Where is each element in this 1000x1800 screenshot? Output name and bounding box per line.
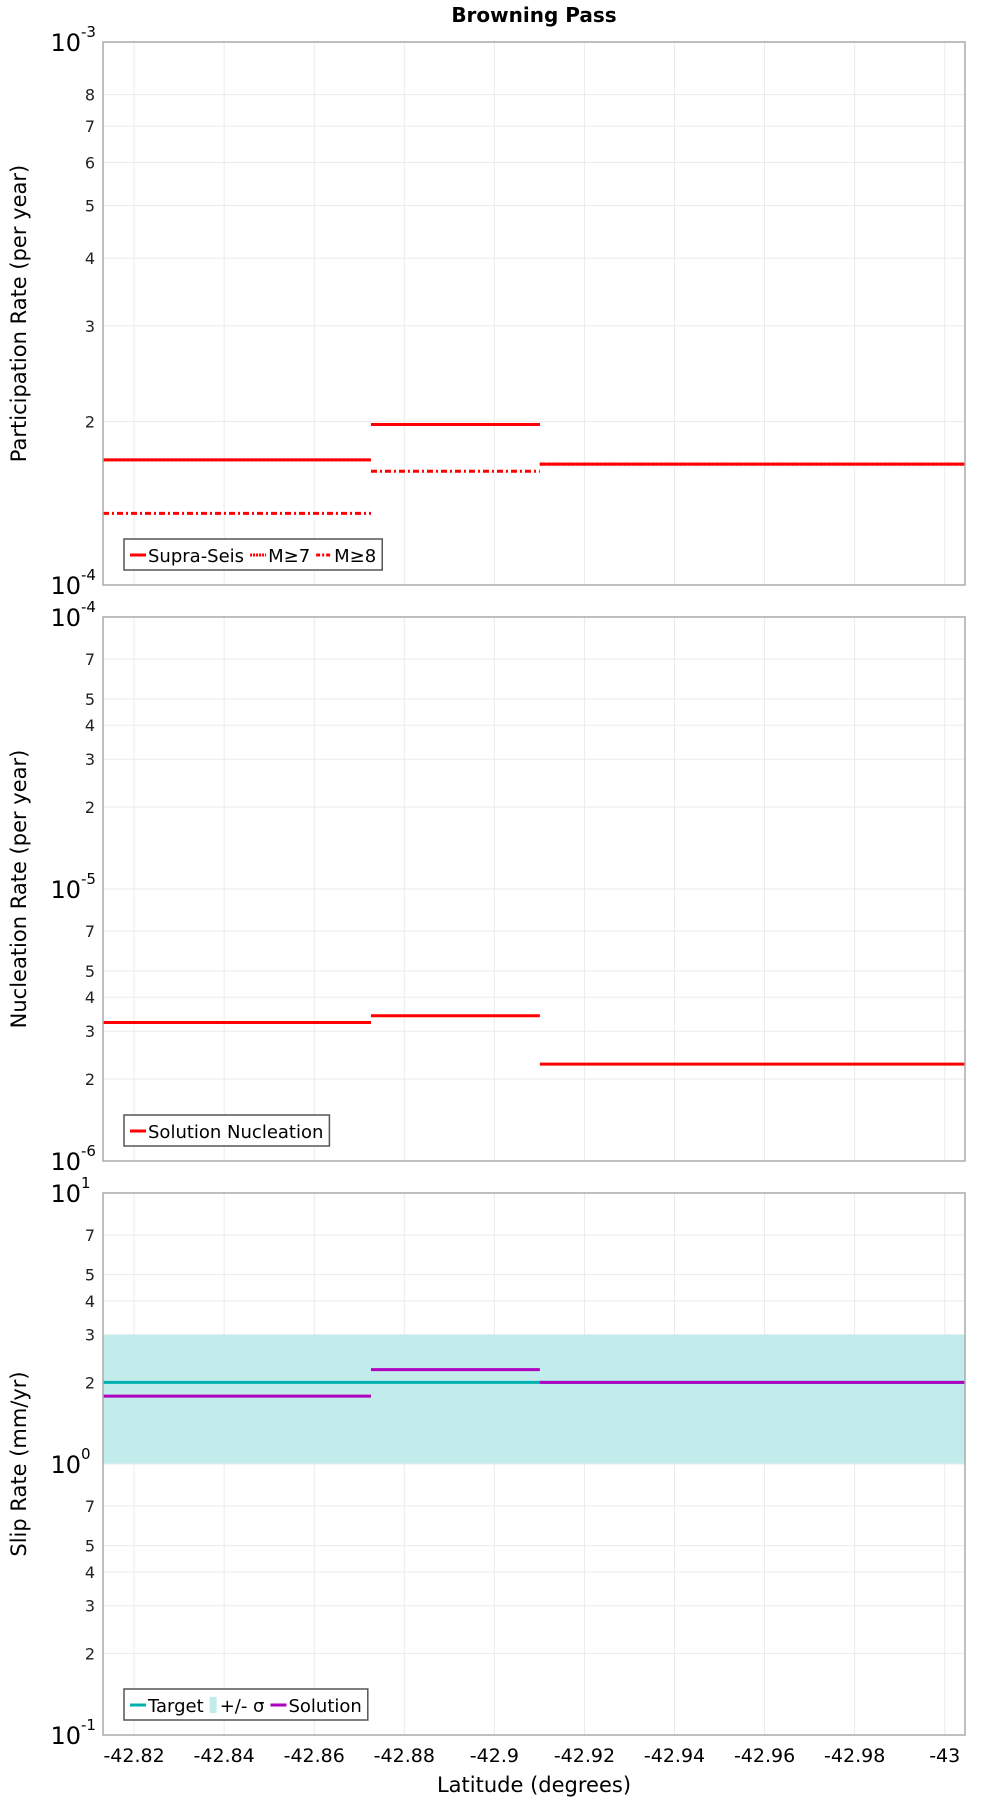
y-tick-label: 5 bbox=[85, 196, 95, 215]
x-axis-label: Latitude (degrees) bbox=[437, 1773, 631, 1797]
y-tick-label: 3 bbox=[85, 1022, 95, 1041]
y-tick-label: 5 bbox=[85, 1266, 95, 1285]
plot-border bbox=[102, 41, 966, 586]
legend-label: Solution bbox=[288, 1696, 361, 1717]
y-axis-label: Participation Rate (per year) bbox=[7, 165, 31, 462]
y-tick-label: 7 bbox=[85, 117, 95, 136]
legend-label: +/- σ bbox=[220, 1696, 265, 1717]
y-major-tick-base: 10 bbox=[50, 1451, 81, 1479]
legend: Supra-Seis M≥7 M≥8 bbox=[123, 538, 383, 571]
y-tick-label: 4 bbox=[85, 1292, 95, 1311]
y-tick-label: 7 bbox=[85, 922, 95, 941]
y-tick-label: 2 bbox=[85, 798, 95, 817]
legend-label: M≥8 bbox=[334, 546, 376, 567]
x-tick-label: -43 bbox=[929, 1745, 960, 1767]
legend-label: Target bbox=[147, 1696, 204, 1717]
y-axis-label: Slip Rate (mm/yr) bbox=[7, 1371, 31, 1556]
y-tick-label: 7 bbox=[85, 1226, 95, 1245]
y-tick-label: 4 bbox=[85, 716, 95, 735]
y-tick-label: 6 bbox=[85, 153, 95, 172]
y-major-tick-base: 10 bbox=[50, 604, 81, 632]
y-major-tick-base: 10 bbox=[50, 876, 81, 904]
x-tick-label: -42.86 bbox=[284, 1745, 345, 1767]
plot-border bbox=[102, 1192, 966, 1736]
y-tick-label: 4 bbox=[85, 1563, 95, 1582]
legend: Target +/- σ Solution bbox=[123, 1688, 369, 1721]
y-major-tick-exponent: 0 bbox=[81, 1445, 91, 1463]
plot-area bbox=[103, 42, 965, 585]
y-tick-label: 7 bbox=[85, 650, 95, 669]
y-major-tick-exponent: -4 bbox=[81, 566, 96, 584]
legend-swatch bbox=[209, 1697, 217, 1713]
y-tick-label: 2 bbox=[85, 413, 95, 432]
y-tick-label: 3 bbox=[85, 750, 95, 769]
y-major-tick-base: 10 bbox=[50, 1180, 81, 1208]
legend-label: M≥7 bbox=[268, 546, 310, 567]
y-major-tick-exponent: -1 bbox=[81, 1716, 96, 1734]
x-tick-label: -42.88 bbox=[374, 1745, 435, 1767]
x-tick-label: -42.84 bbox=[194, 1745, 255, 1767]
y-tick-label: 2 bbox=[85, 1373, 95, 1392]
y-tick-label: 2 bbox=[85, 1070, 95, 1089]
legend-label: Solution Nucleation bbox=[148, 1122, 323, 1143]
x-tick-label: -42.92 bbox=[554, 1745, 615, 1767]
y-major-tick-exponent: -3 bbox=[81, 23, 96, 41]
x-tick-label: -42.9 bbox=[470, 1745, 519, 1767]
chart-title: Browning Pass bbox=[451, 3, 616, 27]
y-major-tick-exponent: -5 bbox=[81, 870, 96, 888]
y-major-tick-base: 10 bbox=[50, 1148, 81, 1176]
y-tick-label: 7 bbox=[85, 1497, 95, 1516]
y-major-tick-exponent: -6 bbox=[81, 1142, 96, 1160]
legend: Solution Nucleation bbox=[123, 1114, 331, 1147]
x-tick-label: -42.98 bbox=[824, 1745, 885, 1767]
y-tick-label: 8 bbox=[85, 86, 95, 105]
y-tick-label: 2 bbox=[85, 1644, 95, 1663]
y-major-tick-exponent: -4 bbox=[81, 598, 96, 616]
y-tick-label: 5 bbox=[85, 1537, 95, 1556]
y-tick-label: 3 bbox=[85, 317, 95, 336]
y-major-tick-exponent: 1 bbox=[81, 1174, 91, 1192]
x-tick-label: -42.94 bbox=[644, 1745, 705, 1767]
y-major-tick-base: 10 bbox=[50, 572, 81, 600]
y-tick-label: 4 bbox=[85, 249, 95, 268]
plot-border bbox=[102, 616, 966, 1162]
y-tick-label: 3 bbox=[85, 1326, 95, 1345]
y-tick-label: 5 bbox=[85, 690, 95, 709]
legend-box bbox=[123, 1114, 331, 1147]
sigma-band bbox=[103, 1334, 965, 1464]
y-major-tick-base: 10 bbox=[50, 1722, 81, 1750]
y-tick-label: 4 bbox=[85, 988, 95, 1007]
legend-label: Supra-Seis bbox=[148, 546, 244, 567]
y-axis-label: Nucleation Rate (per year) bbox=[7, 750, 31, 1029]
x-tick-label: -42.82 bbox=[103, 1745, 164, 1767]
y-tick-label: 5 bbox=[85, 962, 95, 981]
y-tick-label: 3 bbox=[85, 1597, 95, 1616]
x-tick-label: -42.96 bbox=[734, 1745, 795, 1767]
legend-box bbox=[123, 1688, 369, 1721]
y-major-tick-base: 10 bbox=[50, 29, 81, 57]
